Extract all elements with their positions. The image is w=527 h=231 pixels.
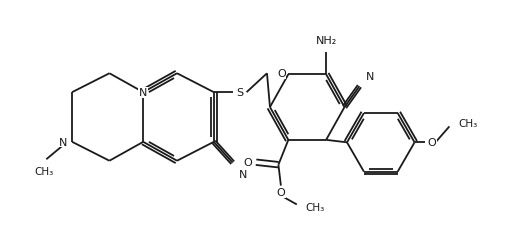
Text: CH₃: CH₃: [34, 167, 53, 176]
Text: CH₃: CH₃: [306, 203, 325, 213]
Text: S: S: [236, 88, 243, 98]
Text: N: N: [139, 88, 148, 98]
Text: N: N: [239, 169, 247, 179]
Text: N: N: [59, 137, 67, 147]
Text: O: O: [277, 69, 286, 79]
Text: O: O: [427, 138, 436, 148]
Text: CH₃: CH₃: [458, 119, 477, 129]
Text: O: O: [277, 187, 285, 197]
Text: O: O: [243, 158, 252, 167]
Text: N: N: [365, 72, 374, 82]
Text: NH₂: NH₂: [316, 36, 337, 46]
